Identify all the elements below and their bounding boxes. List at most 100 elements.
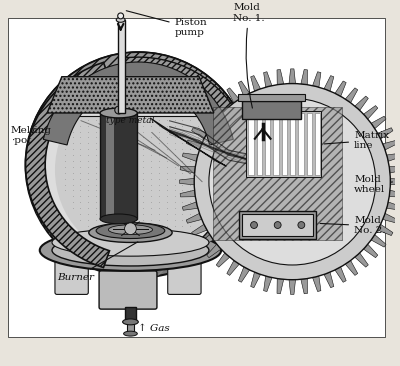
Bar — [118, 20, 124, 113]
Ellipse shape — [89, 223, 172, 242]
Polygon shape — [31, 52, 246, 138]
Ellipse shape — [52, 229, 209, 256]
Polygon shape — [364, 105, 378, 119]
Bar — [242, 214, 313, 236]
Polygon shape — [207, 244, 221, 258]
Ellipse shape — [100, 214, 137, 224]
Polygon shape — [345, 261, 358, 275]
FancyBboxPatch shape — [99, 271, 157, 309]
Bar — [213, 107, 342, 240]
Circle shape — [250, 221, 258, 228]
Polygon shape — [227, 261, 239, 275]
Polygon shape — [277, 70, 284, 85]
Polygon shape — [387, 153, 400, 161]
Text: Piston
pump: Piston pump — [126, 11, 207, 37]
Bar — [106, 117, 114, 215]
Ellipse shape — [52, 235, 209, 266]
Polygon shape — [289, 69, 296, 83]
Polygon shape — [383, 213, 398, 223]
Polygon shape — [251, 76, 260, 91]
Text: type metal: type metal — [106, 116, 155, 125]
Polygon shape — [364, 244, 378, 258]
Polygon shape — [198, 235, 214, 247]
Ellipse shape — [40, 230, 221, 271]
Ellipse shape — [44, 66, 232, 264]
FancyBboxPatch shape — [55, 246, 88, 294]
Bar — [124, 307, 136, 322]
Polygon shape — [355, 96, 368, 111]
Bar — [273, 113, 279, 175]
Polygon shape — [227, 88, 239, 103]
Bar — [62, 110, 214, 116]
Polygon shape — [216, 253, 230, 267]
Circle shape — [194, 83, 390, 280]
Polygon shape — [371, 116, 386, 128]
Polygon shape — [264, 72, 272, 87]
Text: Mold
No. 2.: Mold No. 2. — [320, 216, 386, 235]
Polygon shape — [378, 224, 393, 236]
Polygon shape — [182, 202, 198, 210]
Bar — [239, 211, 316, 239]
Polygon shape — [383, 140, 398, 150]
FancyBboxPatch shape — [168, 246, 201, 294]
Circle shape — [115, 106, 123, 114]
Polygon shape — [301, 279, 308, 294]
Circle shape — [124, 223, 136, 235]
Ellipse shape — [100, 108, 137, 118]
Polygon shape — [387, 202, 400, 210]
Circle shape — [274, 221, 281, 228]
Polygon shape — [289, 280, 296, 294]
Polygon shape — [180, 167, 195, 173]
Bar — [257, 113, 262, 175]
Polygon shape — [186, 213, 202, 223]
Polygon shape — [182, 153, 198, 161]
Polygon shape — [378, 128, 393, 139]
Polygon shape — [389, 167, 400, 173]
Ellipse shape — [108, 225, 152, 235]
Text: Burner: Burner — [57, 242, 138, 282]
Polygon shape — [186, 140, 202, 150]
Polygon shape — [43, 62, 233, 145]
Polygon shape — [192, 128, 207, 139]
Bar — [307, 113, 312, 175]
Polygon shape — [324, 272, 334, 288]
Circle shape — [298, 221, 305, 228]
Ellipse shape — [55, 82, 222, 257]
Polygon shape — [121, 57, 251, 228]
Polygon shape — [238, 267, 250, 282]
Polygon shape — [371, 235, 386, 247]
Ellipse shape — [96, 223, 165, 239]
Polygon shape — [216, 96, 230, 111]
Polygon shape — [335, 81, 346, 96]
Ellipse shape — [116, 17, 125, 22]
Bar — [265, 113, 270, 175]
Polygon shape — [312, 72, 321, 87]
Text: Matrix
line: Matrix line — [324, 131, 389, 150]
Polygon shape — [47, 77, 214, 113]
Bar — [248, 113, 254, 175]
Bar — [8, 18, 386, 337]
Polygon shape — [150, 118, 226, 166]
Circle shape — [118, 13, 124, 19]
Bar — [290, 113, 295, 175]
Ellipse shape — [26, 52, 251, 278]
Text: Mold
No. 1.: Mold No. 1. — [234, 3, 265, 108]
Ellipse shape — [123, 319, 138, 325]
Polygon shape — [26, 62, 110, 268]
Polygon shape — [192, 224, 207, 236]
Polygon shape — [238, 81, 250, 96]
Bar — [126, 320, 134, 334]
Bar — [238, 94, 304, 101]
Text: ↑ Gas: ↑ Gas — [138, 324, 170, 333]
Polygon shape — [390, 178, 400, 185]
Polygon shape — [264, 276, 272, 292]
Text: Mold
wheel: Mold wheel — [354, 175, 392, 194]
Ellipse shape — [124, 331, 137, 336]
Polygon shape — [207, 105, 221, 119]
Polygon shape — [389, 190, 400, 197]
Polygon shape — [180, 178, 194, 185]
Polygon shape — [355, 253, 368, 267]
Polygon shape — [301, 70, 308, 85]
Polygon shape — [324, 76, 334, 91]
Polygon shape — [198, 116, 214, 128]
